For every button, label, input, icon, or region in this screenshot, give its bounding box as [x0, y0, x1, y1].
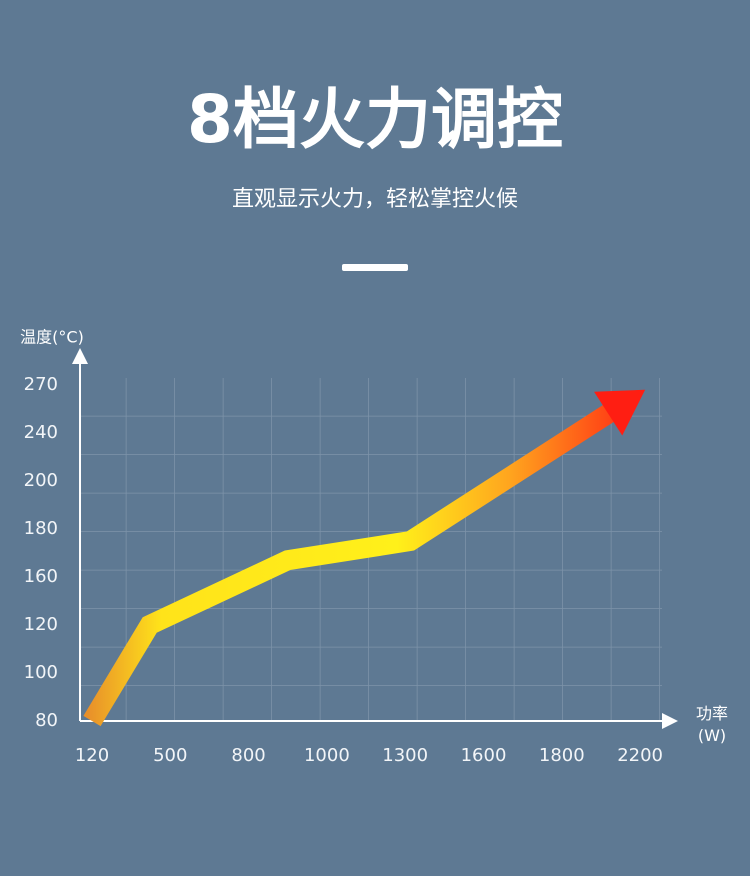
x-tick-label: 120: [75, 745, 109, 766]
x-tick-label: 2200: [617, 745, 663, 766]
subtitle: 直观显示火力，轻松掌控火候: [232, 187, 518, 212]
y-tick-label: 270: [24, 374, 58, 395]
y-tick-label: 180: [24, 518, 58, 539]
x-tick-label: 800: [231, 745, 265, 766]
x-axis-label: 功率(W): [695, 704, 728, 745]
y-tick-label: 100: [24, 662, 58, 683]
x-axis-arrow: [662, 713, 678, 729]
y-tick-label: 120: [24, 614, 58, 635]
x-tick-label: 1000: [304, 745, 350, 766]
x-tick-label: 1600: [461, 745, 507, 766]
curve-arrowhead: [594, 389, 646, 436]
x-tick-label: 500: [153, 745, 187, 766]
title: 8档火力调控: [187, 81, 563, 158]
y-tick-label: 80: [35, 710, 58, 731]
x-tick-label: 1300: [382, 745, 428, 766]
y-tick-label: 240: [24, 422, 58, 443]
divider: [342, 264, 408, 271]
y-tick-label: 160: [24, 566, 58, 587]
y-axis-arrow: [72, 348, 88, 364]
y-axis-label: 温度(°C): [20, 328, 84, 347]
y-tick-label: 200: [24, 470, 58, 491]
power-curve: [83, 403, 617, 727]
x-tick-label: 1800: [539, 745, 585, 766]
